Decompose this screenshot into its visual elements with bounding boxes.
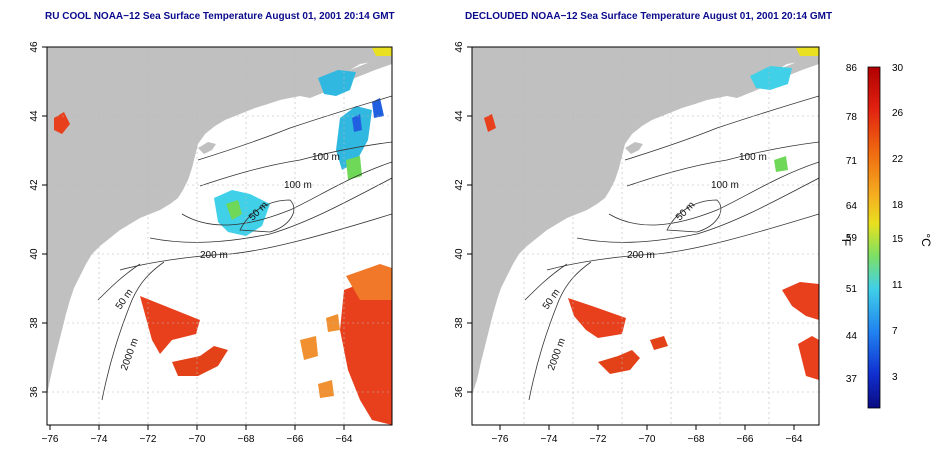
colorbar-f-64: 64 (846, 201, 858, 212)
right-lat-tick-36: 36 (454, 386, 465, 398)
right-land (472, 47, 819, 395)
right-contour-label-100m-a: 100 m (739, 152, 767, 163)
colorbar-gradient (867, 66, 881, 409)
right-lon-tick-66: −66 (737, 434, 754, 445)
right-lon-tick-70: −70 (639, 434, 656, 445)
colorbar: 86 78 71 64 59 51 44 37 30 26 22 18 15 1… (839, 63, 933, 409)
left-sst-gulfstream (140, 296, 200, 354)
colorbar-f-59: 59 (846, 233, 858, 244)
right-lat-tick-44: 44 (454, 110, 465, 122)
right-lon-tick-74: −74 (541, 434, 558, 445)
right-lat-tick-46: 46 (454, 41, 465, 53)
left-map-frame (46, 46, 393, 426)
colorbar-f-37: 37 (846, 374, 858, 385)
left-bathymetry-contours (97, 95, 392, 401)
right-graticule (472, 47, 819, 425)
right-sst-south (598, 336, 668, 374)
left-lat-tick-36: 36 (29, 386, 40, 398)
colorbar-c-11: 11 (892, 280, 903, 291)
right-sst-yellow (796, 47, 819, 56)
left-sst-ne-patch (54, 112, 70, 134)
left-lon-tick-64: −64 (336, 434, 353, 445)
left-map-title: RU COOL NOAA−12 Sea Surface Temperature … (45, 11, 395, 22)
left-lon-tick-76: −76 (42, 434, 59, 445)
right-sst-ne-patch (484, 114, 496, 132)
right-lat-tick-42: 42 (454, 179, 465, 191)
left-lon-tick-74: −74 (91, 434, 108, 445)
right-contour-label-200m: 200 m (627, 250, 655, 261)
left-sst-east-orange (346, 264, 392, 300)
left-sst-cool-gulf (318, 70, 372, 170)
colorbar-c-18: 18 (892, 200, 904, 211)
left-lon-tick-72: −72 (140, 434, 157, 445)
left-sst-green (226, 156, 362, 220)
colorbar-f-71: 71 (846, 156, 858, 167)
right-sst-green (774, 156, 788, 172)
right-map-frame (471, 46, 820, 426)
left-lat-tick-42: 42 (29, 179, 40, 191)
colorbar-unit-fahrenheit: °F (839, 234, 853, 246)
right-sst-east (782, 282, 819, 380)
right-lon-tick-72: −72 (590, 434, 607, 445)
colorbar-f-78: 78 (846, 112, 858, 123)
right-lon-tick-68: −68 (688, 434, 705, 445)
left-sst-east (340, 276, 392, 425)
left-lat-tick-40: 40 (29, 248, 40, 260)
right-sst-gulfstream (568, 298, 626, 338)
left-land (47, 47, 392, 395)
colorbar-f-44: 44 (846, 331, 858, 342)
right-lon-tick-64: −64 (786, 434, 803, 445)
colorbar-f-51: 51 (846, 284, 858, 295)
left-lat-tick-46: 46 (29, 41, 40, 53)
right-lat-tick-40: 40 (454, 248, 465, 260)
left-contour-label-200m: 200 m (200, 250, 228, 261)
right-lat-tick-38: 38 (454, 317, 465, 329)
left-lat-tick-38: 38 (29, 317, 40, 329)
left-graticule (47, 47, 392, 425)
right-sst-cool-gulf (750, 66, 792, 90)
left-sst-south (172, 346, 228, 376)
right-map-title: DECLOUDED NOAA−12 Sea Surface Temperatur… (465, 11, 833, 22)
colorbar-f-86: 86 (846, 63, 858, 74)
colorbar-c-15: 15 (892, 234, 904, 245)
left-lon-tick-66: −66 (287, 434, 304, 445)
right-contour-label-100m-b: 100 m (711, 180, 739, 191)
colorbar-unit-celsius: °C (919, 233, 933, 247)
left-lon-tick-70: −70 (189, 434, 206, 445)
colorbar-c-22: 22 (892, 154, 904, 165)
colorbar-c-7: 7 (892, 326, 898, 337)
left-map: 100 m 100 m 50 m 200 m 50 m 2000 m −76 −… (29, 41, 393, 445)
left-sst-scatter (300, 314, 340, 398)
left-contour-label-100m-a: 100 m (312, 152, 340, 163)
left-capecod (198, 142, 216, 154)
colorbar-c-30: 30 (892, 63, 904, 74)
right-capecod (625, 142, 643, 154)
left-sst-blue (352, 98, 384, 132)
left-contour-label-100m-b: 100 m (284, 180, 312, 191)
left-lon-tick-68: −68 (238, 434, 255, 445)
left-sst-yellow (372, 47, 392, 56)
left-lat-tick-44: 44 (29, 110, 40, 122)
right-lon-tick-76: −76 (492, 434, 509, 445)
colorbar-c-26: 26 (892, 108, 904, 119)
colorbar-c-3: 3 (892, 372, 898, 383)
right-map: 100 m 100 m 50 m 200 m 50 m 2000 m −76 −… (454, 41, 820, 445)
